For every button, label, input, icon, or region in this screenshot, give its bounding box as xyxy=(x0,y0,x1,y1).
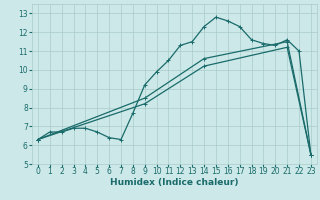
X-axis label: Humidex (Indice chaleur): Humidex (Indice chaleur) xyxy=(110,178,239,187)
